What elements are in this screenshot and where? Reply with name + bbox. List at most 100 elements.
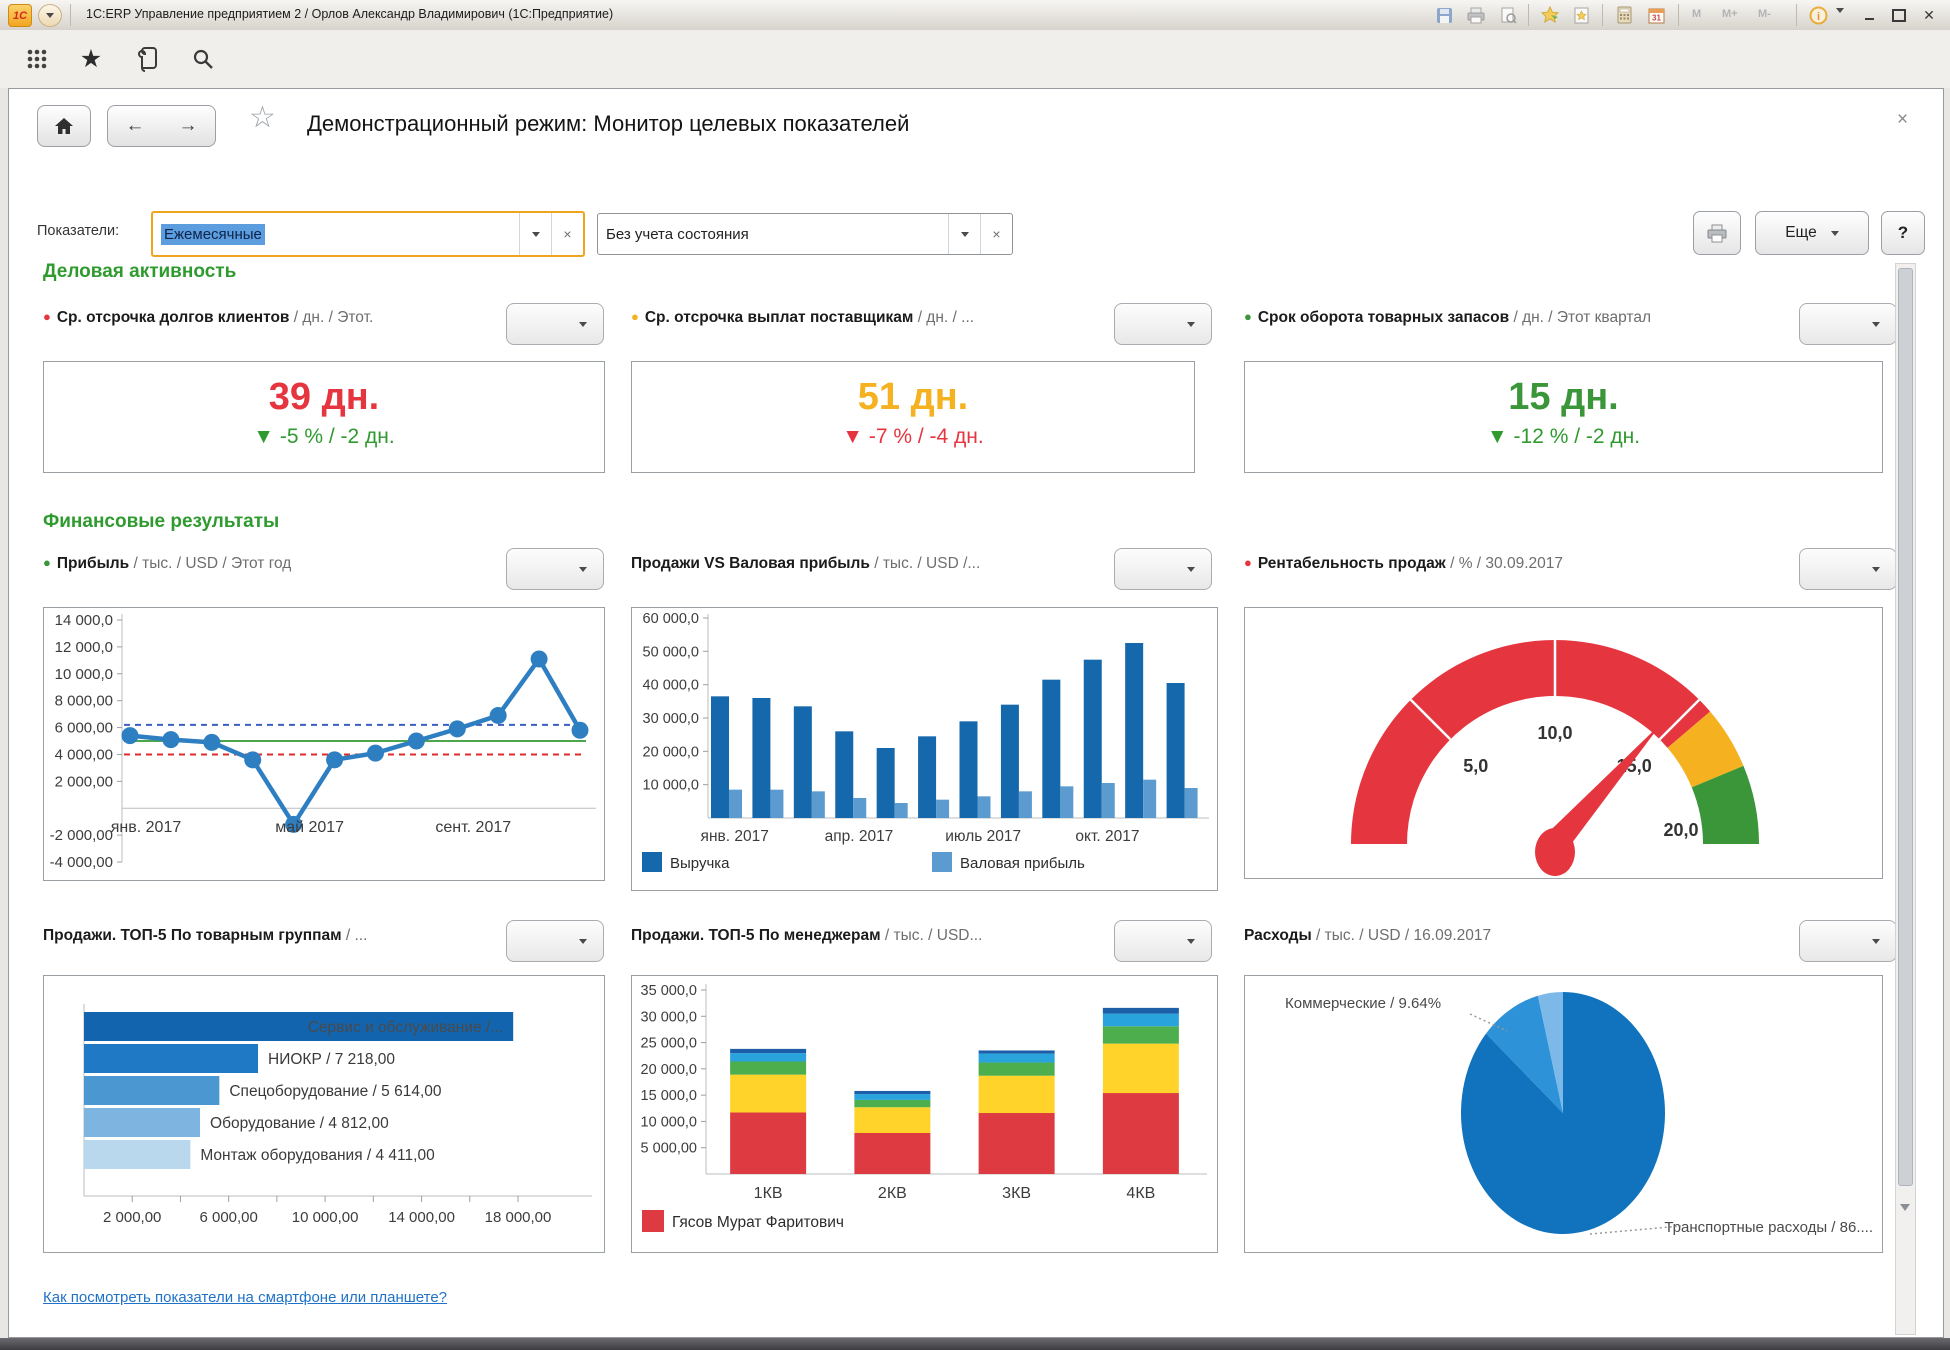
chart-menu-button[interactable] <box>1799 548 1897 590</box>
kpi-status-bullet: ● <box>43 309 51 324</box>
period-clear-icon[interactable]: × <box>551 213 583 255</box>
kpi-header-inventory-turnover: ● Срок оборота товарных запасов / дн. / Э… <box>1244 309 1651 326</box>
svg-text:окт. 2017: окт. 2017 <box>1075 828 1139 845</box>
minimize-button[interactable] <box>1858 6 1880 24</box>
period-dropdown-icon[interactable] <box>519 213 551 255</box>
top5-groups-hbar-chart[interactable]: 2 000,00 6 000,00 10 000,00 14 000,00 18 000… <box>44 976 602 1250</box>
chart-header-top5-groups: ●Продажи. ТОП-5 По товарным группам / ..… <box>43 927 368 944</box>
state-clear-icon[interactable]: × <box>980 214 1012 254</box>
window-bottom-edge <box>0 1338 1950 1350</box>
svg-text:-4 000,00: -4 000,00 <box>50 854 113 871</box>
kpi-card-supplier-payments[interactable]: 51 дн. ▼ -7 % / -4 дн. <box>631 361 1195 473</box>
svg-text:8 000,00: 8 000,00 <box>55 693 113 710</box>
window-titlebar: 1С 1С:ERP Управление предприятием 2 / Ор… <box>0 0 1950 31</box>
chart-menu-button[interactable] <box>506 920 604 962</box>
calendar-icon[interactable]: 31 <box>1644 5 1668 25</box>
save-icon[interactable] <box>1432 5 1456 25</box>
svg-text:14 000,0: 14 000,0 <box>55 612 113 629</box>
kpi-header-client-debt: ● Ср. отсрочка долгов клиентов / дн. / Эт… <box>43 309 374 326</box>
svg-text:25 000,0: 25 000,0 <box>641 1036 697 1052</box>
top5-managers-stacked-chart[interactable]: 35 000,0 30 000,0 25 000,0 20 000,0 15 000,0… <box>632 976 1215 1250</box>
profit-line-chart[interactable]: 14 000,0 12 000,0 10 000,0 8 000,00 6 000,00… <box>44 608 602 878</box>
svg-text:10,0: 10,0 <box>1537 723 1572 743</box>
maximize-button[interactable] <box>1888 6 1910 24</box>
svg-text:20 000,0: 20 000,0 <box>641 1062 697 1078</box>
svg-text:Коммерческие / 9.64%: Коммерческие / 9.64% <box>1285 995 1441 1012</box>
scrollbar-down-icon[interactable] <box>1900 1204 1910 1211</box>
smartphone-help-link[interactable]: Как посмотреть показатели на смартфоне и… <box>43 1289 448 1306</box>
period-value: Ежемесячные <box>161 223 265 245</box>
chart-menu-button[interactable] <box>1114 920 1212 962</box>
kpi-menu-button[interactable] <box>506 303 604 345</box>
section-financial-results: Финансовые результаты <box>43 511 280 532</box>
close-form-icon[interactable]: × <box>1897 109 1909 130</box>
memory-subtract-button[interactable]: M- <box>1758 8 1771 20</box>
search-icon[interactable] <box>188 44 218 74</box>
svg-text:Выручка: Выручка <box>670 855 730 872</box>
scrollbar-thumb[interactable] <box>1898 268 1913 1186</box>
print-preview-icon[interactable] <box>1496 5 1520 25</box>
sales-vs-gross-bar-chart[interactable]: 60 000,0 50 000,0 40 000,0 30 000,0 20 000,0… <box>632 608 1215 888</box>
close-window-button[interactable]: ✕ <box>1923 6 1935 23</box>
section-business-activity: Деловая активность <box>43 261 237 282</box>
add-favorite-icon[interactable] <box>1538 5 1562 25</box>
svg-text:Транспортные расходы / 86....: Транспортные расходы / 86.... <box>1664 1219 1873 1236</box>
svg-text:15 000,0: 15 000,0 <box>641 1088 697 1104</box>
expenses-pie-chart[interactable]: Коммерческие / 9.64% Транспортные расходы… <box>1245 976 1880 1250</box>
kpi-status-bullet: ● <box>1244 555 1252 570</box>
form-monitor: ← → ☆ Демонстрационный режим: Монитор це… <box>8 88 1944 1338</box>
top5-managers-chart-panel: 35 000,0 30 000,0 25 000,0 20 000,0 15 000,0… <box>631 975 1218 1253</box>
kpi-status-bullet: ● <box>631 309 639 324</box>
kpi-status-bullet: ● <box>1244 309 1252 324</box>
favorites-icon[interactable]: ★ <box>79 44 103 73</box>
state-dropdown-icon[interactable] <box>948 214 980 254</box>
kpi-card-inventory-turnover[interactable]: 15 дн. ▼ -12 % / -2 дн. <box>1244 361 1883 473</box>
print-icon[interactable] <box>1464 5 1488 25</box>
kpi-delta: ▼ -5 % / -2 дн. <box>253 425 395 448</box>
chart-menu-button[interactable] <box>1799 920 1897 962</box>
svg-text:i: i <box>1816 11 1819 23</box>
favorite-star-icon[interactable]: ☆ <box>249 101 276 134</box>
forward-button[interactable]: → <box>161 105 216 147</box>
svg-text:30 000,0: 30 000,0 <box>643 711 699 727</box>
print-button[interactable] <box>1693 211 1741 255</box>
favorites-list-icon[interactable] <box>1570 5 1594 25</box>
sales-vs-gross-chart-panel: 60 000,0 50 000,0 40 000,0 30 000,0 20 000,0… <box>631 607 1218 891</box>
home-icon <box>55 118 73 134</box>
help-button[interactable]: ? <box>1881 211 1925 255</box>
chart-menu-button[interactable] <box>506 548 604 590</box>
svg-text:2 000,00: 2 000,00 <box>55 773 113 790</box>
period-combobox[interactable]: Ежемесячные × <box>151 211 585 257</box>
app-logo-icon[interactable]: 1С <box>8 4 32 27</box>
svg-text:35 000,0: 35 000,0 <box>641 983 697 999</box>
kpi-menu-button[interactable] <box>1114 303 1212 345</box>
info-icon[interactable]: i <box>1806 5 1830 25</box>
vertical-scrollbar[interactable] <box>1895 263 1916 1335</box>
svg-text:14 000,00: 14 000,00 <box>388 1209 455 1226</box>
kpi-value: 51 дн. <box>857 376 969 418</box>
kpi-menu-button[interactable] <box>1799 303 1897 345</box>
home-button[interactable] <box>37 105 91 147</box>
info-menu-caret-icon[interactable] <box>1836 8 1844 31</box>
printer-icon <box>1707 224 1727 242</box>
svg-text:4 000,00: 4 000,00 <box>55 746 113 763</box>
profitability-gauge-chart[interactable]: 5,010,015,020,0 <box>1245 608 1880 876</box>
svg-text:Валовая прибыль: Валовая прибыль <box>960 855 1085 872</box>
memory-add-button[interactable]: M+ <box>1722 8 1738 20</box>
svg-text:30 000,0: 30 000,0 <box>641 1009 697 1025</box>
svg-text:3КВ: 3КВ <box>1002 1185 1031 1202</box>
main-menu-icon[interactable] <box>22 44 52 74</box>
kpi-card-client-debt[interactable]: 39 дн. ▼ -5 % / -2 дн. <box>43 361 605 473</box>
top5-groups-chart-panel: 2 000,00 6 000,00 10 000,00 14 000,00 18 000… <box>43 975 605 1253</box>
calculator-icon[interactable] <box>1612 5 1636 25</box>
history-icon[interactable] <box>132 44 162 74</box>
state-combobox[interactable]: Без учета состояния × <box>597 213 1013 255</box>
system-menu-button[interactable] <box>38 4 62 27</box>
svg-text:6 000,00: 6 000,00 <box>199 1209 257 1226</box>
chart-header-top5-managers: ●Продажи. ТОП-5 По менеджерам / тыс. / U… <box>631 927 983 944</box>
more-button[interactable]: Еще <box>1755 211 1869 255</box>
chart-menu-button[interactable] <box>1114 548 1212 590</box>
profitability-chart-panel: 5,0 10,0 15,0 20,0 <box>1244 607 1883 879</box>
memory-recall-button[interactable]: M <box>1692 8 1702 20</box>
back-button[interactable]: ← <box>107 105 163 147</box>
